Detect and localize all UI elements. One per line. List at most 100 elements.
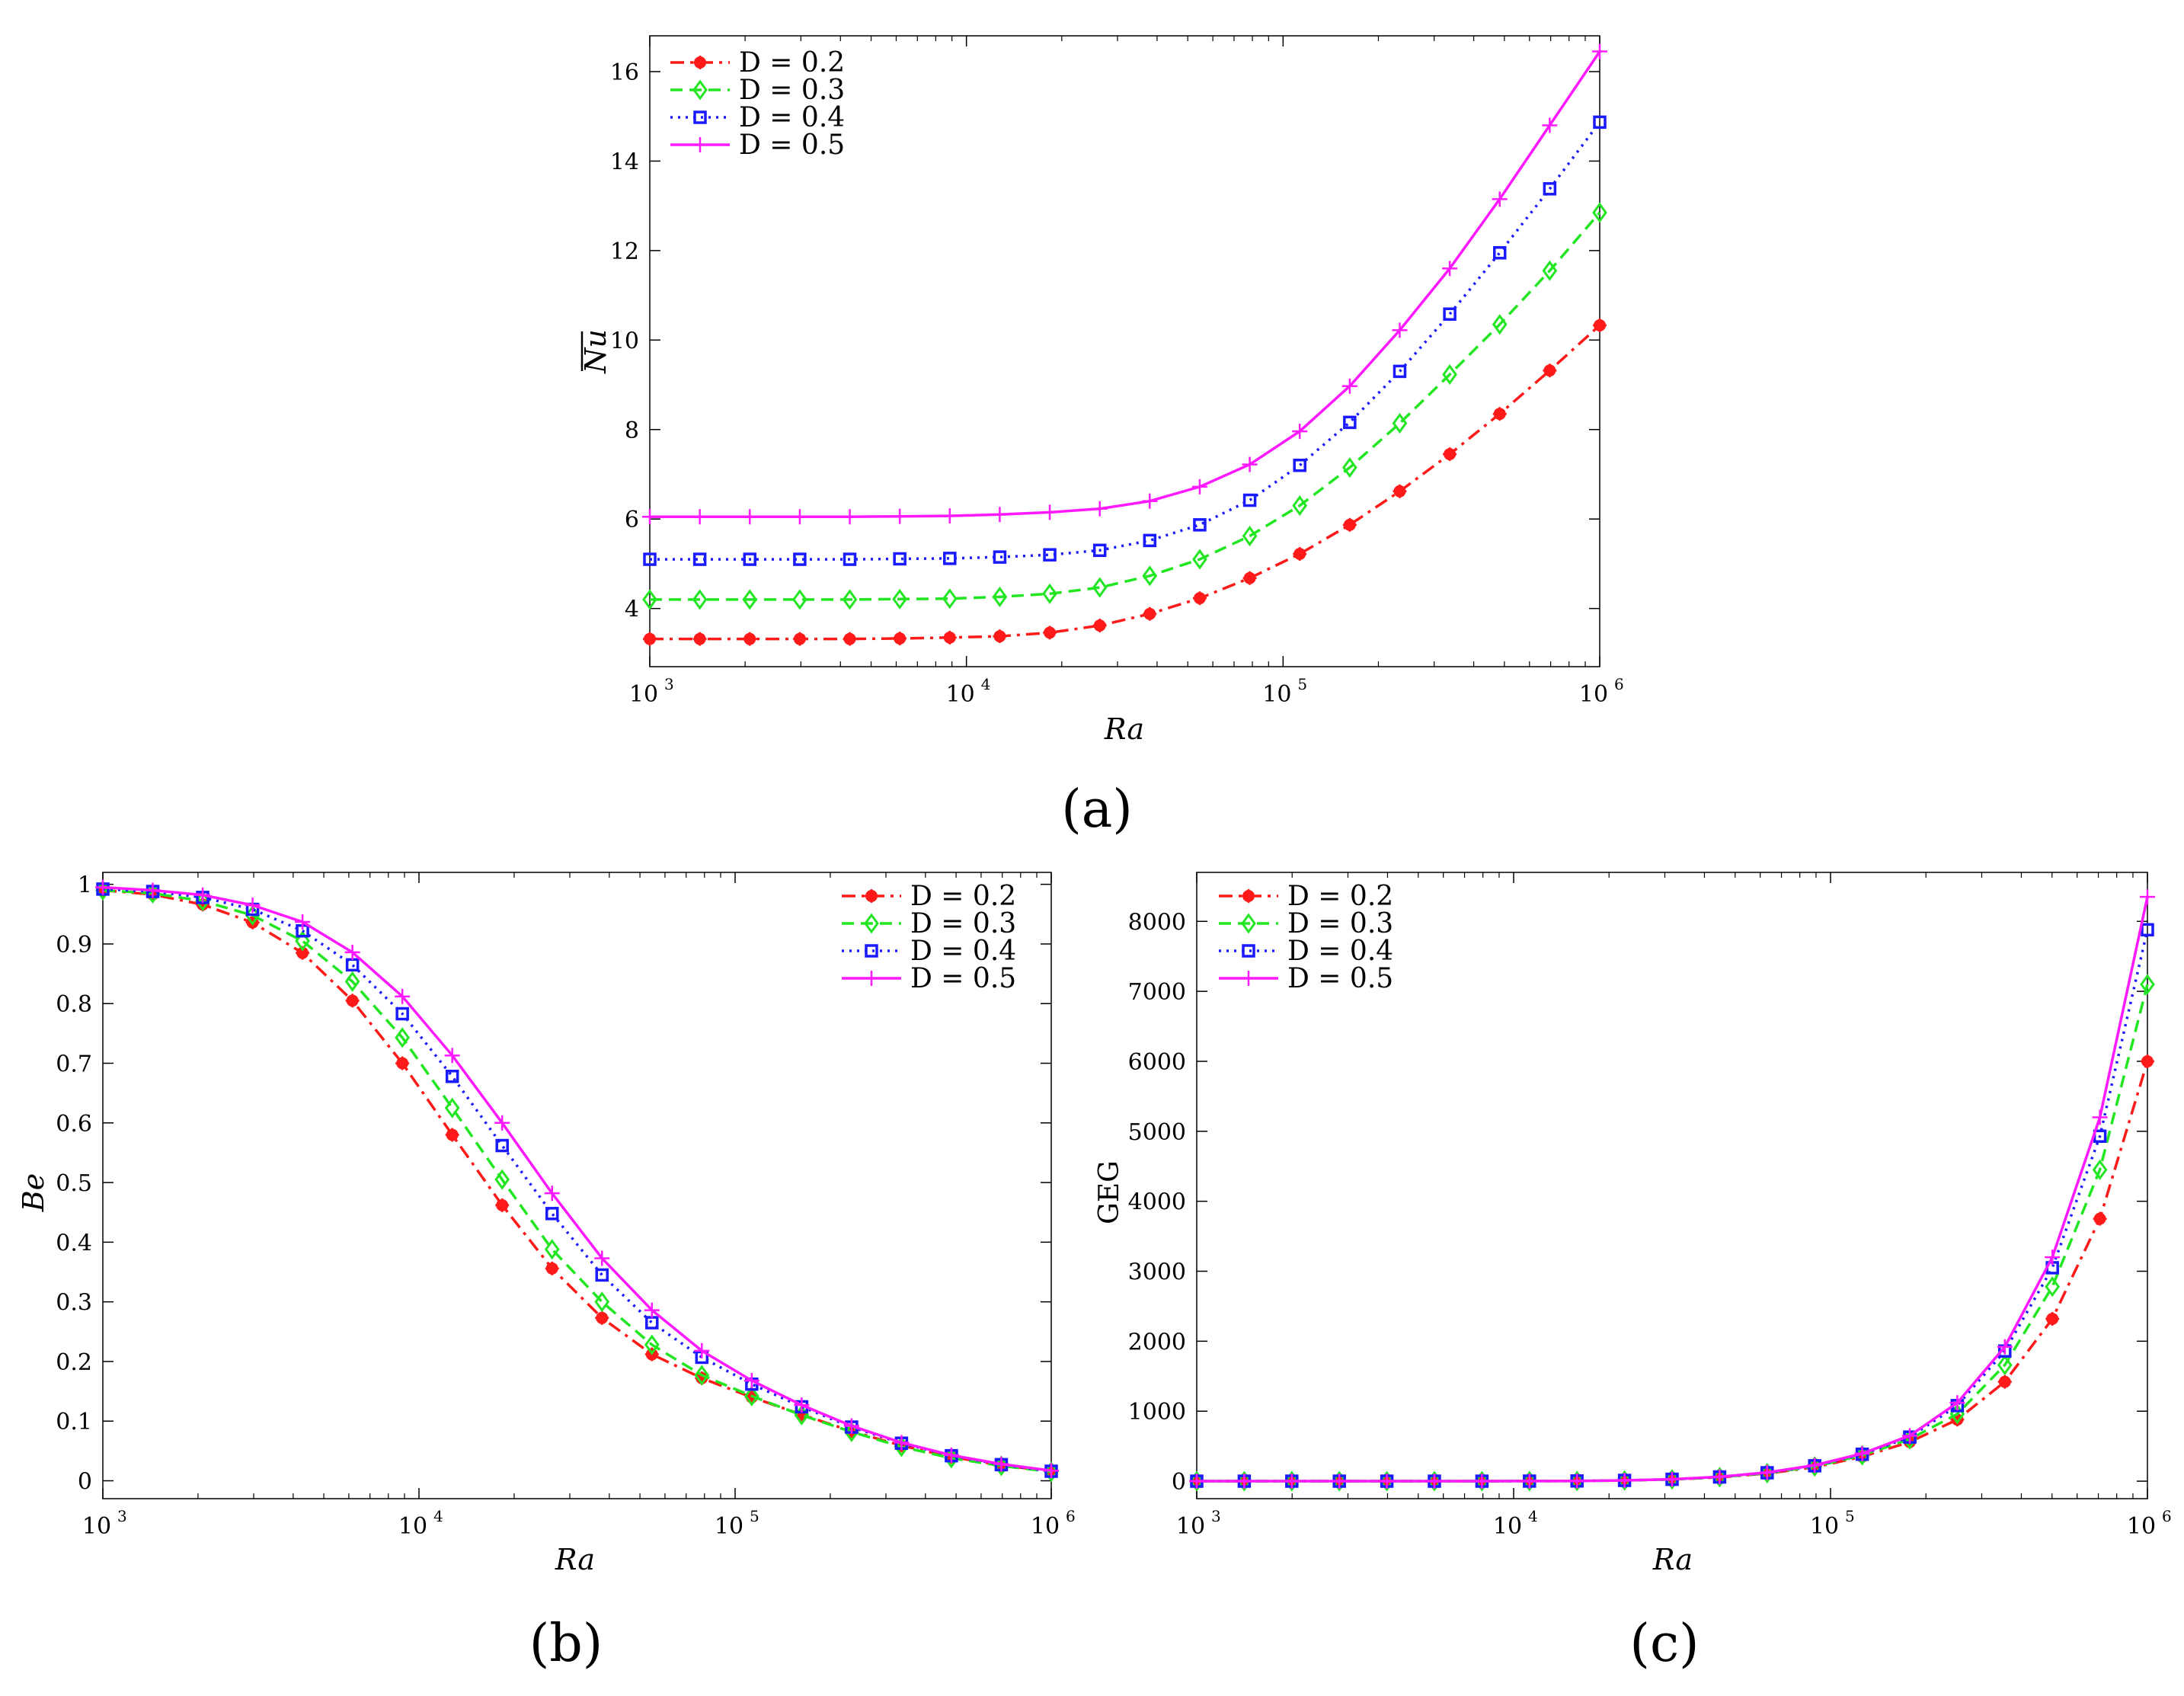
y-tick-label: 10 xyxy=(610,328,639,354)
data-point-D-0-5 xyxy=(644,1302,660,1318)
data-point-D-0-5 xyxy=(993,1456,1009,1472)
data-point-D-0-4 xyxy=(1193,518,1207,532)
y-tick-label: 0 xyxy=(1172,1469,1186,1496)
data-point-D-0-3 xyxy=(395,1027,411,1048)
data-point-D-0-2 xyxy=(1342,517,1357,532)
data-point-D-0-5 xyxy=(1292,424,1308,440)
data-point-D-0-5 xyxy=(2092,1109,2108,1125)
y-tick-label: 6000 xyxy=(1128,1049,1186,1076)
data-point-D-0-4 xyxy=(843,552,857,566)
data-point-D-0-5 xyxy=(245,898,261,914)
series-line-D-0-5 xyxy=(650,50,1601,519)
y-tick-label: 3000 xyxy=(1128,1259,1186,1286)
data-point-D-0-5 xyxy=(1949,1395,1965,1411)
data-point-D-0-5 xyxy=(1521,1473,1537,1489)
data-point-D-0-2 xyxy=(2045,1311,2060,1326)
y-tick-label: 0.8 xyxy=(56,991,92,1018)
x-tick-exponent: 5 xyxy=(1845,1507,1855,1525)
data-point-D-0-5 xyxy=(1042,504,1058,520)
x-tick-exponent: 3 xyxy=(664,675,674,693)
data-point-D-0-5 xyxy=(1044,1463,1059,1479)
legend-label: D = 0.4 xyxy=(1287,936,1393,967)
data-point-D-0-4 xyxy=(643,552,657,566)
data-point-D-0-5 xyxy=(1236,1474,1252,1490)
data-point-D-0-5 xyxy=(344,944,360,960)
x-axis-label-a: Ra xyxy=(1104,712,1144,746)
x-tick-label: 10 xyxy=(82,1513,111,1540)
data-point-D-0-5 xyxy=(2045,1250,2061,1266)
x-tick-exponent: 6 xyxy=(2162,1507,2172,1525)
y-tick-label: 14 xyxy=(610,149,639,175)
data-point-D-0-2 xyxy=(1242,571,1257,585)
data-point-D-0-4 xyxy=(1043,548,1057,562)
legend-label: D = 0.2 xyxy=(739,47,845,78)
data-point-D-0-5 xyxy=(743,1372,759,1388)
legend-marker xyxy=(693,56,707,69)
data-point-D-0-2 xyxy=(1997,1374,2012,1389)
data-point-D-0-2 xyxy=(495,1198,510,1212)
legend-label: D = 0.2 xyxy=(1287,881,1393,912)
legend-label: D = 0.4 xyxy=(739,102,845,133)
data-point-D-0-4 xyxy=(1543,182,1557,196)
legend-a: D = 0.2D = 0.3D = 0.4D = 0.5 xyxy=(670,47,845,161)
series-line-D-0-5 xyxy=(102,885,1052,1472)
y-tick-label: 0.2 xyxy=(56,1349,92,1376)
data-point-D-0-2 xyxy=(595,1310,609,1325)
legend-marker xyxy=(1242,944,1255,958)
data-point-D-0-4 xyxy=(1293,458,1306,472)
legend-marker xyxy=(864,971,879,986)
legend-label: D = 0.2 xyxy=(910,881,1016,912)
data-point-D-0-5 xyxy=(942,508,958,524)
x-tick-label: 10 xyxy=(946,681,975,708)
data-point-D-0-5 xyxy=(2140,889,2155,905)
data-point-D-0-3 xyxy=(2045,1276,2061,1298)
data-point-D-0-5 xyxy=(1189,1474,1204,1490)
data-point-D-0-4 xyxy=(545,1207,559,1221)
data-point-D-0-3 xyxy=(1997,1355,2013,1376)
legend-marker xyxy=(864,913,879,934)
legend-c: D = 0.2D = 0.3D = 0.4D = 0.5 xyxy=(1219,881,1393,994)
data-point-D-0-2 xyxy=(2141,1054,2154,1068)
data-point-D-0-4 xyxy=(893,552,907,566)
series-line-D-0-4 xyxy=(102,888,1052,1473)
caption-a: (a) xyxy=(1061,779,1133,840)
data-point-D-0-3 xyxy=(295,930,310,952)
y-tick-label: 0.1 xyxy=(56,1409,92,1435)
data-point-D-0-5 xyxy=(1242,456,1258,472)
x-tick-label: 10 xyxy=(1810,1513,1839,1540)
x-tick-label: 10 xyxy=(1579,681,1608,708)
data-point-D-0-5 xyxy=(1997,1339,2013,1355)
data-point-D-0-2 xyxy=(743,632,757,646)
y-tick-label: 0.9 xyxy=(56,932,92,958)
x-tick-exponent: 5 xyxy=(750,1507,759,1525)
legend-label: D = 0.5 xyxy=(1287,963,1393,994)
data-point-D-0-5 xyxy=(1759,1464,1775,1480)
y-tick-label: 8000 xyxy=(1128,909,1186,936)
data-point-D-0-2 xyxy=(1143,606,1157,621)
legend-marker xyxy=(865,889,878,903)
data-point-D-0-4 xyxy=(2141,923,2154,937)
legend-label: D = 0.5 xyxy=(910,963,1016,994)
data-point-D-0-5 xyxy=(1474,1474,1490,1490)
x-axis-label-b: Ra xyxy=(555,1543,595,1576)
data-point-D-0-4 xyxy=(495,1138,509,1153)
y-tick-label: 0.3 xyxy=(56,1290,92,1317)
data-point-D-0-4 xyxy=(395,1006,409,1021)
data-point-D-0-2 xyxy=(1492,407,1507,421)
data-point-D-0-5 xyxy=(794,1397,810,1413)
x-tick-label: 10 xyxy=(1493,1513,1522,1540)
data-point-D-0-3 xyxy=(842,589,858,610)
data-point-D-0-2 xyxy=(345,994,360,1008)
data-point-D-0-3 xyxy=(1292,495,1308,517)
data-point-D-0-2 xyxy=(643,632,657,646)
data-point-D-0-5 xyxy=(494,1115,510,1131)
data-point-D-0-3 xyxy=(494,1169,510,1190)
data-point-D-0-5 xyxy=(1392,322,1408,338)
data-point-D-0-5 xyxy=(1284,1474,1300,1490)
data-point-D-0-3 xyxy=(1042,583,1057,604)
plot-frame-a xyxy=(649,35,1600,667)
data-point-D-0-3 xyxy=(742,589,758,610)
data-point-D-0-5 xyxy=(943,1447,959,1463)
y-tick-label: 4000 xyxy=(1128,1189,1186,1216)
caption-c: (c) xyxy=(1629,1614,1699,1674)
